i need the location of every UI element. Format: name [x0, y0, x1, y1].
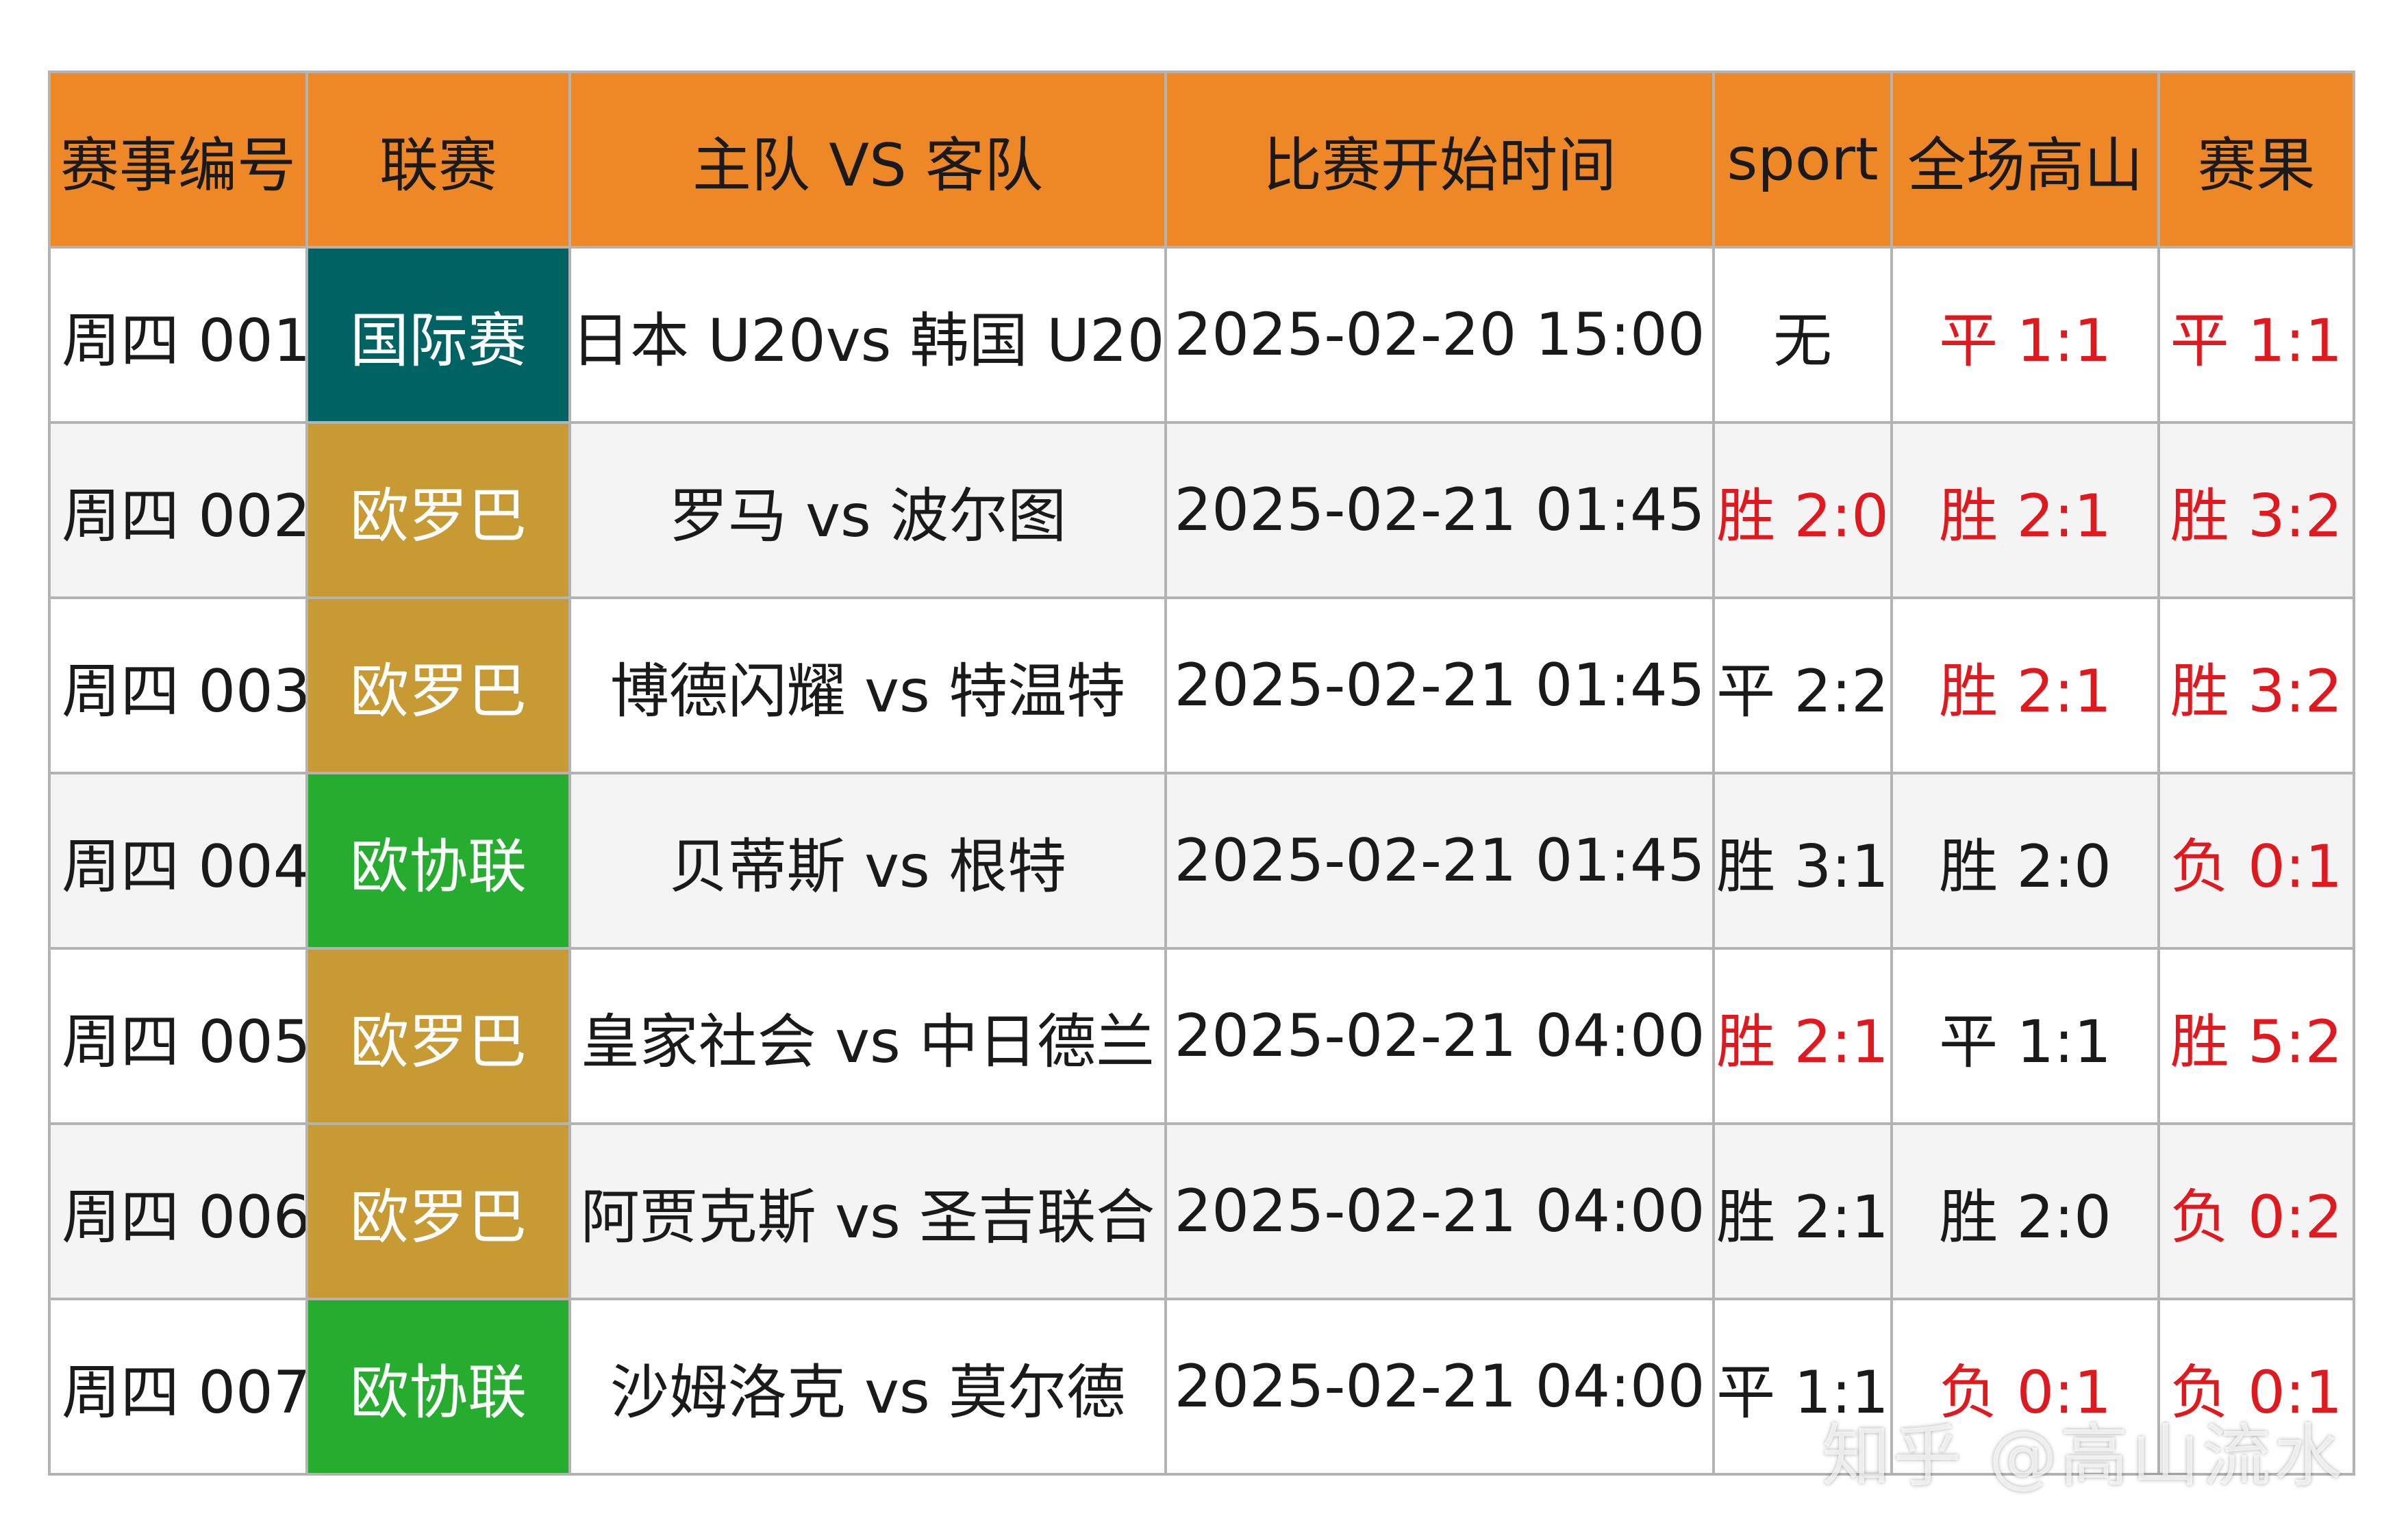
cell-teams: 罗马 vs 波尔图: [568, 421, 1167, 599]
header-teams: 主队 VS 客队: [568, 71, 1167, 249]
header-start-time: 比赛开始时间: [1164, 71, 1715, 249]
header-match-id: 赛事编号: [48, 71, 308, 249]
cell-match-id: 周四 005: [48, 947, 308, 1125]
cell-league: 国际赛: [305, 246, 571, 424]
cell-sport: 胜 2:1: [1712, 947, 1893, 1125]
cell-result: 胜 3:2: [2157, 421, 2355, 599]
cell-start-time: 2025-02-21 04:00: [1164, 947, 1715, 1125]
cell-teams: 皇家社会 vs 中日德兰: [568, 947, 1167, 1125]
header-gaoshan: 全场高山: [1890, 71, 2160, 249]
cell-start-time: 2025-02-21 04:00: [1164, 1298, 1715, 1476]
cell-gaoshan: 胜 2:1: [1890, 596, 2160, 774]
cell-result: 负 0:2: [2157, 1122, 2355, 1300]
cell-league: 欧罗巴: [305, 596, 571, 774]
cell-sport: 胜 2:0: [1712, 421, 1893, 599]
cell-sport: 无: [1712, 246, 1893, 424]
table-header-row: 赛事编号 联赛 主队 VS 客队 比赛开始时间 sport 全场高山 赛果: [48, 71, 2355, 249]
cell-result: 负 0:1: [2157, 1298, 2355, 1476]
cell-start-time: 2025-02-21 04:00: [1164, 1122, 1715, 1300]
table-row: 周四 002 欧罗巴 罗马 vs 波尔图 2025-02-21 01:45 胜 2:0 胜…: [48, 421, 2355, 599]
cell-start-time: 2025-02-21 01:45: [1164, 596, 1715, 774]
cell-start-time: 2025-02-21 01:45: [1164, 421, 1715, 599]
cell-match-id: 周四 007: [48, 1298, 308, 1476]
header-league: 联赛: [305, 71, 571, 249]
cell-gaoshan: 胜 2:1: [1890, 421, 2160, 599]
cell-result: 胜 5:2: [2157, 947, 2355, 1125]
cell-league: 欧协联: [305, 1298, 571, 1476]
cell-gaoshan: 负 0:1: [1890, 1298, 2160, 1476]
header-result: 赛果: [2157, 71, 2355, 249]
cell-league: 欧罗巴: [305, 1122, 571, 1300]
cell-match-id: 周四 004: [48, 772, 308, 950]
cell-match-id: 周四 001: [48, 246, 308, 424]
cell-sport: 平 2:2: [1712, 596, 1893, 774]
cell-league: 欧罗巴: [305, 947, 571, 1125]
cell-teams: 阿贾克斯 vs 圣吉联合: [568, 1122, 1167, 1300]
cell-teams: 沙姆洛克 vs 莫尔德: [568, 1298, 1167, 1476]
cell-start-time: 2025-02-20 15:00: [1164, 246, 1715, 424]
match-table: 赛事编号 联赛 主队 VS 客队 比赛开始时间 sport 全场高山 赛果 周四…: [48, 71, 2355, 1476]
cell-league: 欧协联: [305, 772, 571, 950]
cell-teams: 博德闪耀 vs 特温特: [568, 596, 1167, 774]
cell-result: 胜 3:2: [2157, 596, 2355, 774]
cell-teams: 贝蒂斯 vs 根特: [568, 772, 1167, 950]
match-table-container: 赛事编号 联赛 主队 VS 客队 比赛开始时间 sport 全场高山 赛果 周四…: [48, 71, 2355, 1476]
table-row: 周四 005 欧罗巴 皇家社会 vs 中日德兰 2025-02-21 04:00 胜 2…: [48, 947, 2355, 1125]
table-row: 周四 007 欧协联 沙姆洛克 vs 莫尔德 2025-02-21 04:00 平 1:…: [48, 1298, 2355, 1476]
cell-gaoshan: 平 1:1: [1890, 246, 2160, 424]
table-row: 周四 003 欧罗巴 博德闪耀 vs 特温特 2025-02-21 01:45 平 2:…: [48, 596, 2355, 774]
cell-start-time: 2025-02-21 01:45: [1164, 772, 1715, 950]
cell-league: 欧罗巴: [305, 421, 571, 599]
cell-sport: 平 1:1: [1712, 1298, 1893, 1476]
table-row: 周四 004 欧协联 贝蒂斯 vs 根特 2025-02-21 01:45 胜 3:1 胜…: [48, 772, 2355, 950]
cell-sport: 胜 2:1: [1712, 1122, 1893, 1300]
cell-gaoshan: 胜 2:0: [1890, 1122, 2160, 1300]
header-sport: sport: [1712, 71, 1893, 249]
table-row: 周四 001 国际赛 日本 U20vs 韩国 U20 2025-02-20 15:00…: [48, 246, 2355, 424]
cell-gaoshan: 平 1:1: [1890, 947, 2160, 1125]
cell-match-id: 周四 002: [48, 421, 308, 599]
cell-teams: 日本 U20vs 韩国 U20: [568, 246, 1167, 424]
cell-match-id: 周四 006: [48, 1122, 308, 1300]
cell-match-id: 周四 003: [48, 596, 308, 774]
watermark: 知乎 @高山流水: [1822, 1416, 2345, 1496]
cell-result: 平 1:1: [2157, 246, 2355, 424]
cell-result: 负 0:1: [2157, 772, 2355, 950]
cell-sport: 胜 3:1: [1712, 772, 1893, 950]
table-row: 周四 006 欧罗巴 阿贾克斯 vs 圣吉联合 2025-02-21 04:00 胜 2…: [48, 1122, 2355, 1300]
cell-gaoshan: 胜 2:0: [1890, 772, 2160, 950]
